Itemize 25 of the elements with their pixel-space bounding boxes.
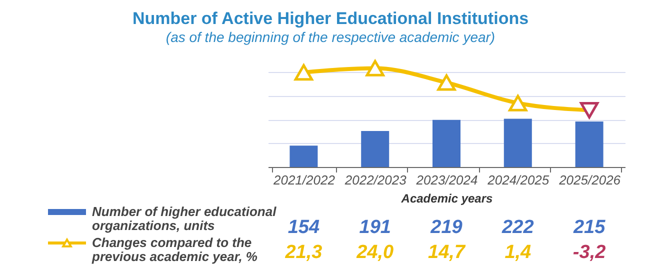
chart-title: Number of Active Higher Educational Institutions [132, 9, 529, 28]
x-tick-label: 2025/2026 [558, 172, 622, 188]
point [366, 60, 384, 76]
data-label: 1,4 [504, 242, 532, 263]
x-axis-title: Academic years [400, 192, 494, 206]
x-tick-label: 2023/2024 [415, 172, 478, 188]
data-label: -3,2 [572, 242, 606, 263]
point [580, 102, 599, 118]
point [437, 74, 456, 91]
data-label: 219 [430, 217, 463, 238]
x-tick-label: 2021/2022 [272, 172, 336, 188]
data-label: 21,3 [284, 242, 323, 263]
data-label: 222 [501, 217, 534, 238]
data-label: 191 [359, 217, 391, 238]
data-label: 154 [288, 217, 320, 238]
point [508, 94, 528, 112]
chart-subtitle: (as of the beginning of the respective academic year) [166, 29, 496, 45]
legend-label: Changes compared to the previous academic year, % [91, 235, 258, 264]
data-label: 14,7 [428, 242, 466, 263]
point [294, 64, 314, 81]
data-label: 24,0 [356, 242, 394, 263]
x-tick-label: 2024/2025 [486, 172, 550, 188]
data-label: 215 [572, 217, 606, 238]
legend-label: Number of higher educational organizations, units [92, 204, 277, 233]
x-tick-label: 2022/2023 [344, 172, 408, 188]
